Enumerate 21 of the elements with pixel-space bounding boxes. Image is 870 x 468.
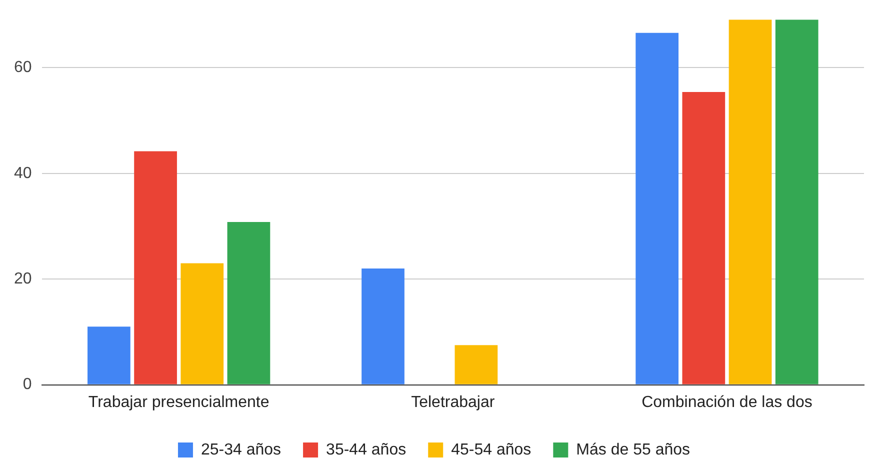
legend-label: 35-44 años xyxy=(326,441,406,458)
y-tick-label: 60 xyxy=(14,59,32,76)
bar xyxy=(636,32,679,384)
y-tick-label: 0 xyxy=(22,376,32,394)
x-tick-label: Combinación de las dos xyxy=(642,394,812,411)
bar xyxy=(180,263,224,384)
y-tick-label: 40 xyxy=(14,164,32,182)
bar xyxy=(454,345,498,384)
legend-label: Más de 55 años xyxy=(576,441,690,458)
legend-label: 25-34 años xyxy=(200,441,282,458)
legend-label: 45-54 años xyxy=(451,441,532,458)
bar xyxy=(682,92,726,384)
x-tick-label: Trabajar presencialmente xyxy=(88,394,270,411)
y-tick-label: 20 xyxy=(14,270,32,288)
bar xyxy=(88,326,130,384)
x-tick-label: Teletrabajar xyxy=(411,394,496,411)
bar xyxy=(728,20,772,384)
bar xyxy=(134,151,177,384)
bar xyxy=(362,268,404,384)
bar xyxy=(775,20,818,384)
bar xyxy=(227,222,270,384)
